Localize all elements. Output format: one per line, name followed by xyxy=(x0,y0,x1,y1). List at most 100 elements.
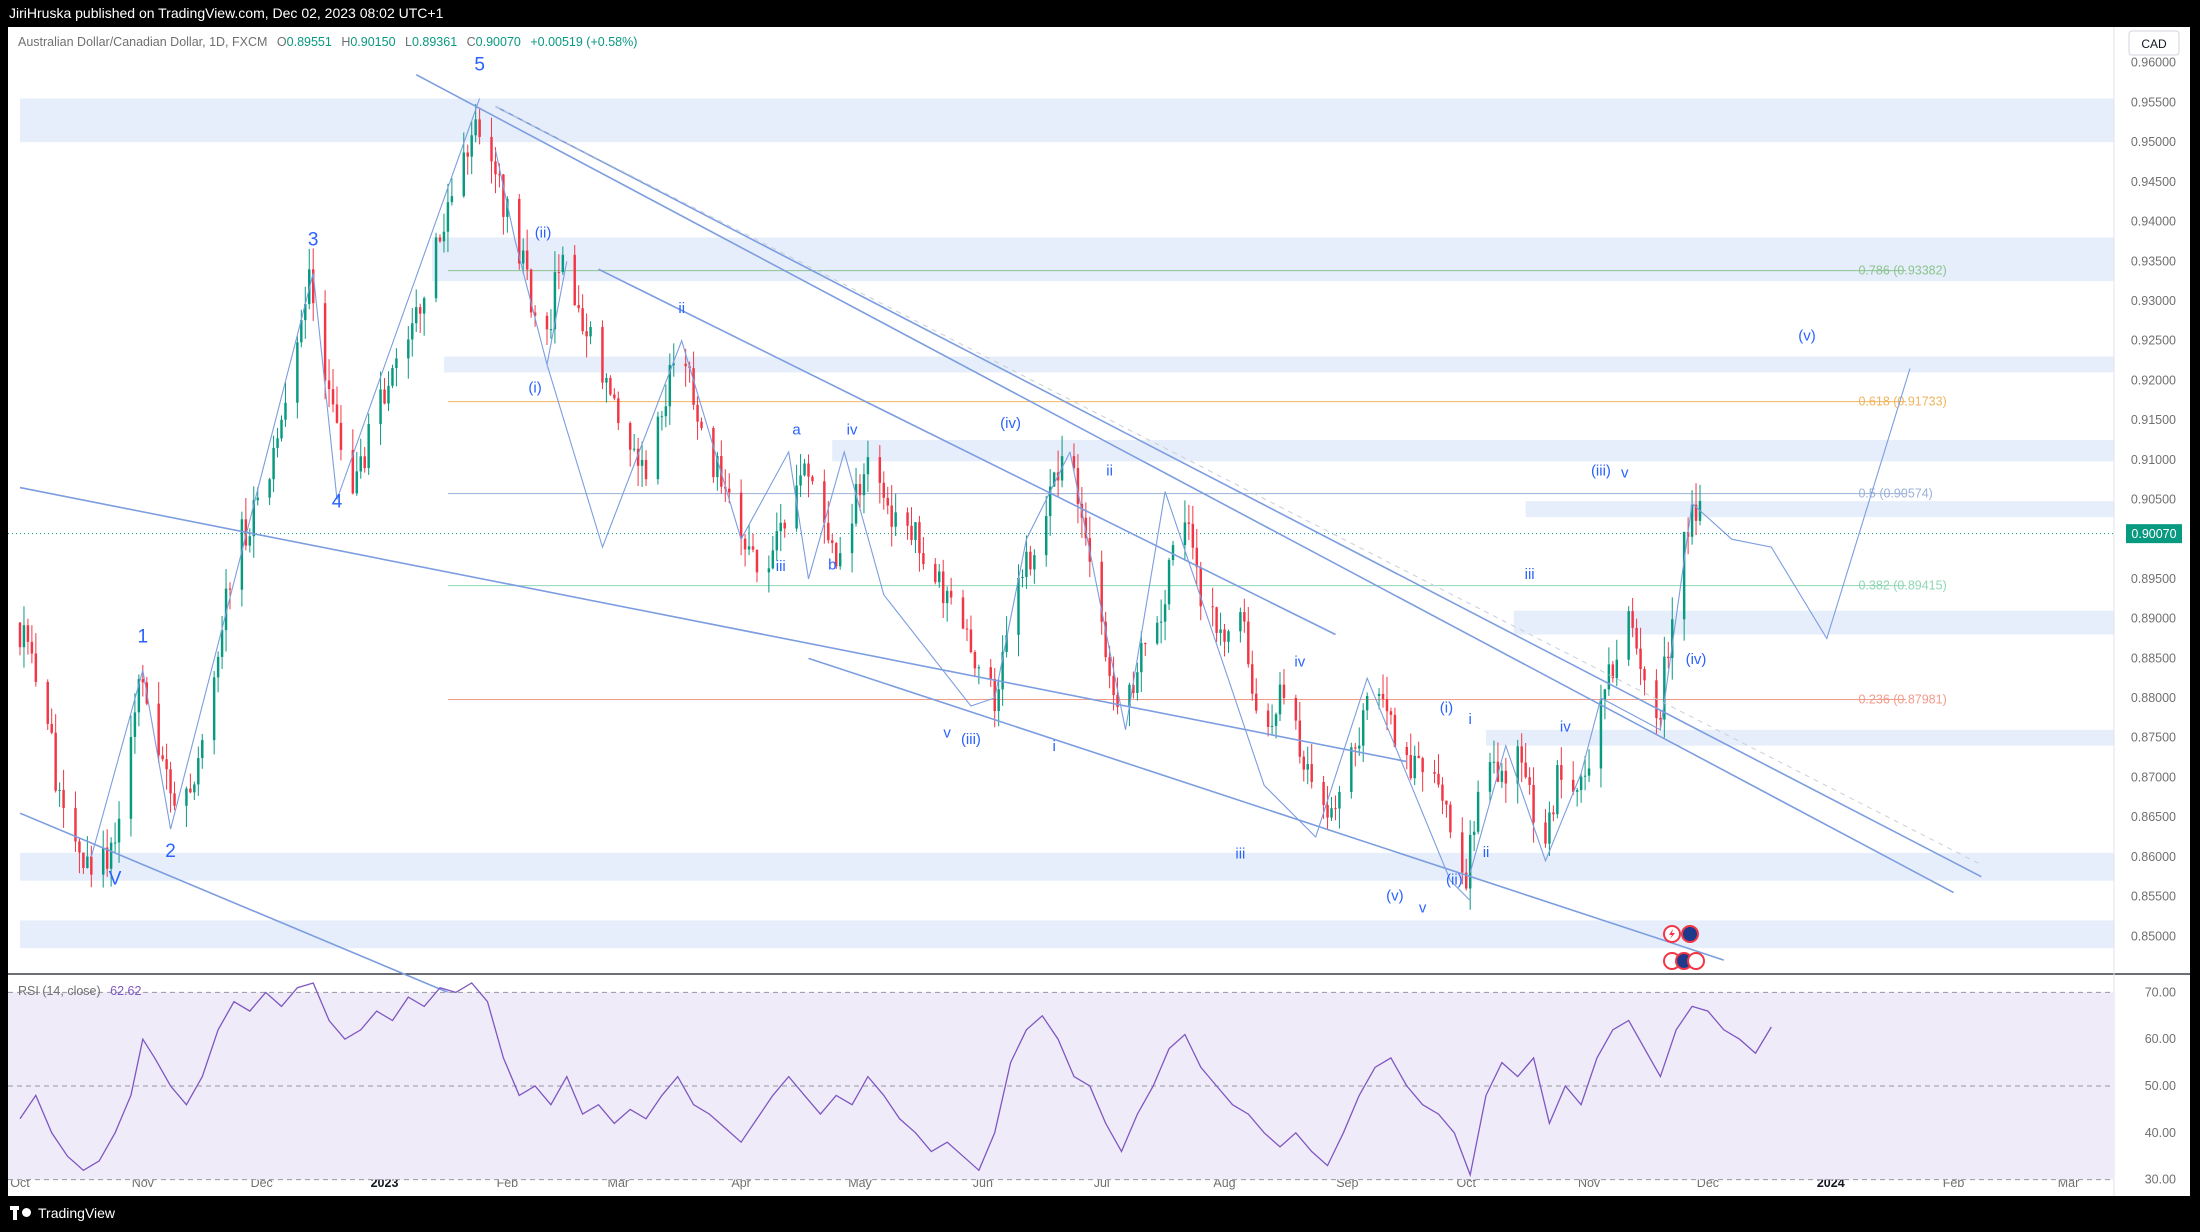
price-tick-4: 0.94000 xyxy=(2131,215,2176,229)
candle-body xyxy=(1227,631,1230,642)
candle-body xyxy=(1155,622,1159,644)
wave-path-0 xyxy=(90,98,481,858)
candle-body xyxy=(1278,684,1282,715)
candle-body xyxy=(502,174,505,217)
candle-body xyxy=(1682,531,1686,620)
candle-body xyxy=(1556,765,1559,815)
candle-body xyxy=(280,419,283,439)
candle-body xyxy=(894,512,897,527)
zone-8 xyxy=(20,920,2114,949)
chart-svg[interactable]: 0.786 (0.93382) 0.618 (0.91733) 0.5 (0.905… xyxy=(8,27,2190,1196)
candle-body xyxy=(197,758,200,785)
currency-label[interactable]: CAD xyxy=(2141,37,2167,51)
candle-body xyxy=(1104,621,1107,658)
candle-body xyxy=(1306,764,1309,770)
candle-body xyxy=(577,305,580,309)
tradingview-logo[interactable]: TradingView xyxy=(10,1205,115,1221)
wave-label-7: (i) xyxy=(528,379,541,396)
candle-body xyxy=(969,629,973,653)
candle-body xyxy=(823,481,826,523)
wave-path-1 xyxy=(494,149,568,365)
candle-body xyxy=(1017,577,1020,635)
flag-au2-icon[interactable] xyxy=(1687,952,1705,970)
candle-body xyxy=(1326,805,1329,818)
candle-body xyxy=(644,460,648,480)
candle-body xyxy=(252,500,256,537)
candle-body xyxy=(117,818,121,843)
candle-body xyxy=(858,483,862,496)
candle-body xyxy=(220,630,224,657)
price-tick-2: 0.95000 xyxy=(2131,135,2176,149)
candle-body xyxy=(86,856,89,869)
wave-path-3 xyxy=(1069,451,1471,901)
candle-body xyxy=(26,625,30,642)
candle-body xyxy=(553,272,557,330)
legend-open: 0.89551 xyxy=(287,35,332,49)
candle-body xyxy=(1663,656,1666,720)
currency-button[interactable]: CAD xyxy=(2128,30,2180,56)
wave-label-9: a xyxy=(792,421,801,438)
candle-body xyxy=(934,564,937,583)
legend-close: 0.90070 xyxy=(476,35,521,49)
price-tick-6: 0.93000 xyxy=(2131,294,2176,308)
candle-body xyxy=(1393,714,1397,747)
event-icons[interactable] xyxy=(1663,925,1705,970)
candle-body xyxy=(466,152,469,157)
candle-body xyxy=(216,656,220,678)
candle-body xyxy=(331,389,335,405)
candle-body xyxy=(609,378,612,395)
candle-body xyxy=(1643,668,1646,681)
candle-body xyxy=(268,479,271,498)
candle-body xyxy=(712,427,715,478)
candle-body xyxy=(755,549,759,573)
candle-body xyxy=(284,402,287,420)
candle-body xyxy=(1694,504,1698,521)
candle-body xyxy=(890,505,893,527)
candle-body xyxy=(1171,545,1175,560)
candle-body xyxy=(1350,747,1353,792)
candle-body xyxy=(1464,872,1468,889)
wave-label-17: i xyxy=(1052,738,1055,755)
price-tick-22: 0.85000 xyxy=(2131,929,2176,943)
candle-body xyxy=(300,320,303,343)
candle-body xyxy=(850,523,854,554)
candle-body xyxy=(351,449,355,494)
zone-5 xyxy=(1513,610,2114,635)
flag-au-icon[interactable] xyxy=(1681,925,1699,943)
candle-body xyxy=(1441,784,1444,801)
wave-label-5: V xyxy=(109,869,122,890)
legend-low: 0.89361 xyxy=(412,35,457,49)
candle-body xyxy=(62,789,65,808)
candle-body xyxy=(1361,710,1365,746)
candle-body xyxy=(462,152,466,197)
candle-body xyxy=(1599,699,1603,769)
candle-body xyxy=(228,588,232,590)
candle-body xyxy=(1358,745,1361,749)
candle-body xyxy=(1128,684,1131,708)
candle-body xyxy=(1044,516,1048,556)
candle-body xyxy=(1615,659,1619,679)
candle-body xyxy=(224,588,228,631)
candle-body xyxy=(1310,764,1313,782)
candle-body xyxy=(46,681,49,724)
candle-body xyxy=(494,161,497,175)
candle-body xyxy=(1472,831,1476,835)
candle-body xyxy=(1437,773,1440,785)
legend-high-label: H xyxy=(341,35,350,49)
zone-7 xyxy=(20,852,2114,881)
candle-body xyxy=(1659,718,1662,720)
wave-label-26: iii xyxy=(1525,566,1535,583)
candle-body xyxy=(617,398,620,424)
candle-body xyxy=(1159,621,1163,623)
candle-body xyxy=(977,667,981,669)
candle-body xyxy=(129,736,133,819)
chart-area[interactable]: 0.786 (0.93382) 0.618 (0.91733) 0.5 (0.905… xyxy=(8,27,2190,1196)
candle-body xyxy=(185,788,188,806)
candle-body xyxy=(922,553,925,565)
wave-label-11: iii xyxy=(776,558,786,575)
candle-body xyxy=(137,679,141,713)
candle-body xyxy=(605,378,608,383)
candle-body xyxy=(1579,776,1583,791)
